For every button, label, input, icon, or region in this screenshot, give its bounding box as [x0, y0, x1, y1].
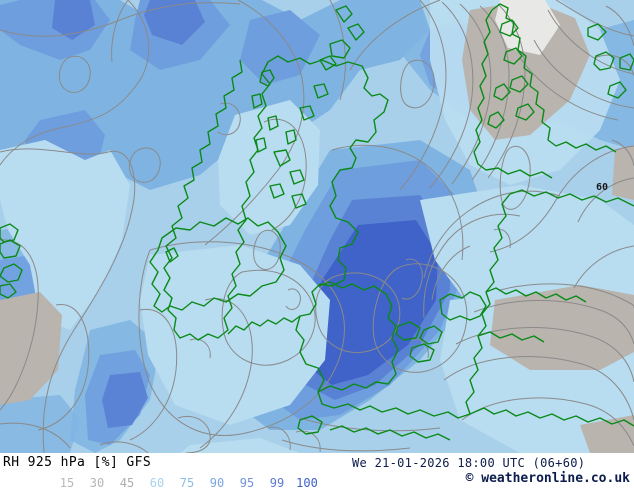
scale-value-75: 75: [179, 476, 195, 490]
scale-value-100: 100: [296, 476, 318, 490]
rh-100-regions: [302, 220, 438, 385]
legend-title: RH 925 hPa [%] GFS: [3, 455, 152, 470]
contour-label-60: 60: [596, 182, 609, 193]
dry-land-regions: [0, 0, 634, 453]
scale-value-30: 30: [89, 476, 105, 490]
coastlines: [0, 3, 634, 441]
forecast-datetime: We 21-01-2026 18:00 UTC (06+60): [352, 456, 586, 470]
weather-map-canvas[interactable]: 60: [0, 0, 634, 453]
scale-value-90: 90: [209, 476, 225, 490]
scale-value-95: 95: [239, 476, 255, 490]
scale-value-60: 60: [149, 476, 165, 490]
map-svg: [0, 0, 634, 453]
contour-lines: [0, 0, 634, 453]
scale-value-99: 99: [269, 476, 285, 490]
scale-value-15: 15: [59, 476, 75, 490]
driest-core-regions: [495, 0, 560, 55]
map-footer: RH 925 hPa [%] GFS We 21-01-2026 18:00 U…: [0, 453, 634, 490]
rh-color-scale: 15 30 45 60 75 90 95 99 100: [52, 472, 322, 490]
scale-value-45: 45: [119, 476, 135, 490]
copyright-notice: © weatheronline.co.uk: [465, 471, 630, 486]
